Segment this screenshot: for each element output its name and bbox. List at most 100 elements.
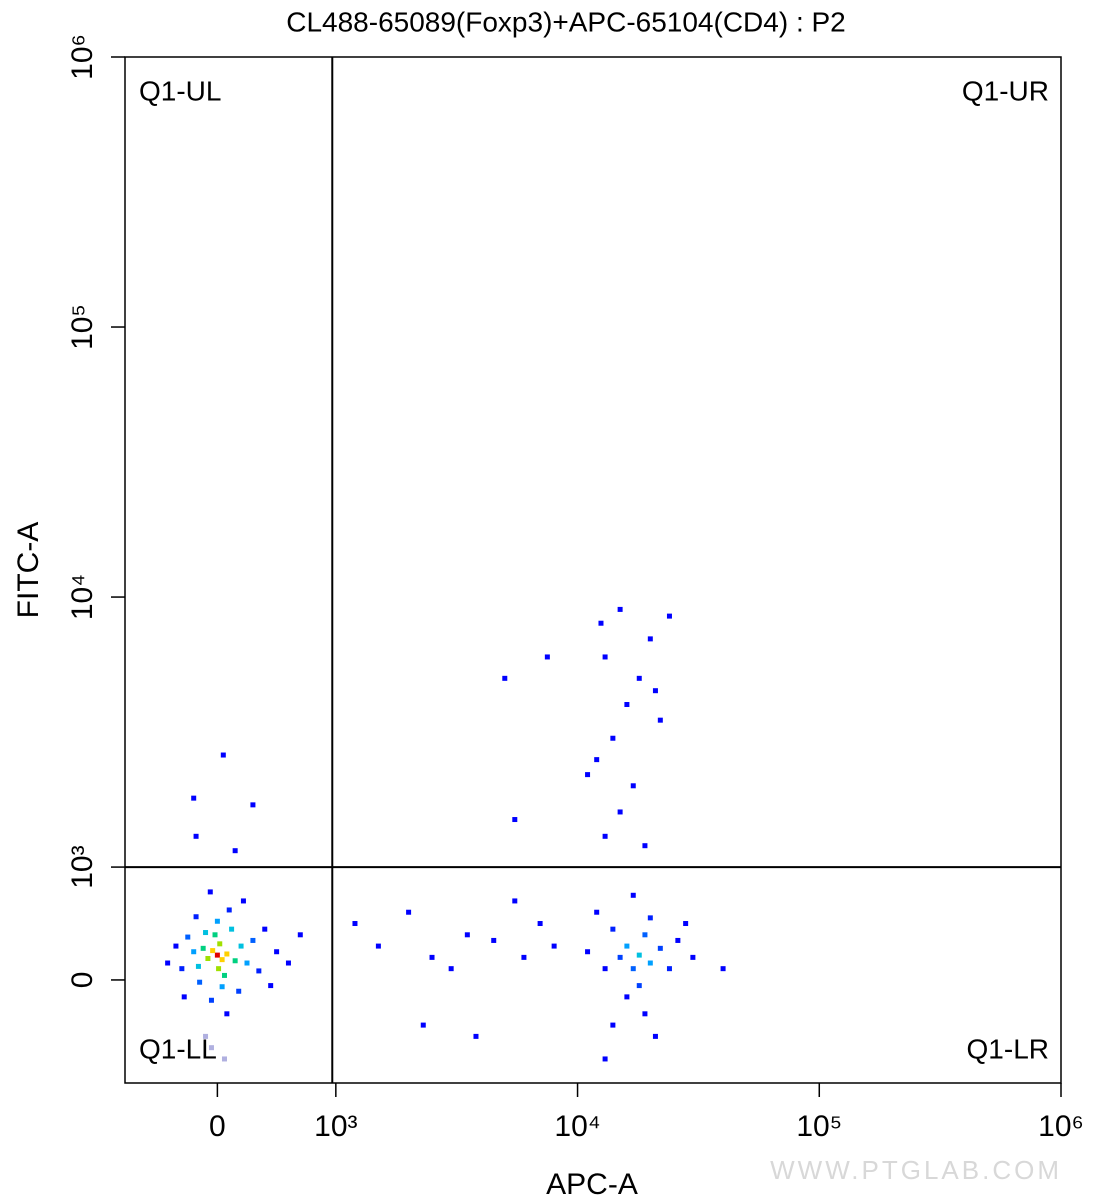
data-point xyxy=(502,675,508,681)
data-point xyxy=(207,889,213,895)
data-point xyxy=(226,907,232,913)
data-point xyxy=(636,675,642,681)
data-point xyxy=(244,960,250,966)
data-point xyxy=(491,937,497,943)
data-point xyxy=(617,606,623,612)
x-tick-label: 10⁶ xyxy=(1038,1110,1084,1143)
data-point xyxy=(657,717,663,723)
data-point xyxy=(594,757,600,763)
data-point xyxy=(212,932,218,938)
data-point xyxy=(666,966,672,972)
data-point xyxy=(406,909,412,915)
data-point xyxy=(208,997,214,1003)
x-tick-label: 0 xyxy=(209,1110,226,1143)
data-point xyxy=(630,966,636,972)
data-point xyxy=(610,926,616,932)
data-point xyxy=(214,918,220,924)
y-tick-label: 10⁵ xyxy=(66,304,99,350)
data-point xyxy=(521,954,527,960)
plot-frame xyxy=(124,56,1062,1084)
data-point xyxy=(675,937,681,943)
data-point xyxy=(352,921,358,927)
data-point xyxy=(236,988,242,994)
data-point xyxy=(636,952,642,958)
x-tick-label: 10⁴ xyxy=(554,1110,600,1143)
data-point xyxy=(197,979,203,985)
data-point xyxy=(585,949,591,955)
data-point xyxy=(666,613,672,619)
chart-title: CL488-65089(Foxp3)+APC-65104(CD4) : P2 xyxy=(286,6,846,37)
data-point xyxy=(602,1056,608,1062)
data-point xyxy=(191,795,197,801)
data-point xyxy=(185,934,191,940)
data-point xyxy=(375,943,381,949)
data-point xyxy=(200,945,206,951)
data-point xyxy=(191,949,197,955)
data-point xyxy=(602,833,608,839)
data-point xyxy=(551,943,557,949)
y-axis-label: FITC-A xyxy=(12,522,45,619)
data-point xyxy=(610,1022,616,1028)
x-tick-label: 10³ xyxy=(314,1110,357,1143)
data-point xyxy=(636,983,642,989)
data-point xyxy=(544,654,550,660)
data-point xyxy=(195,963,201,969)
data-point xyxy=(217,941,223,947)
data-point xyxy=(173,943,179,949)
quadrant-label: Q1-LR xyxy=(967,1033,1049,1064)
data-point xyxy=(652,1033,658,1039)
data-point xyxy=(585,772,591,778)
data-point xyxy=(624,994,630,1000)
data-point xyxy=(602,966,608,972)
data-point xyxy=(624,702,630,708)
data-point xyxy=(219,957,225,963)
data-point xyxy=(224,1011,230,1017)
quadrant-label: Q1-UL xyxy=(139,75,221,106)
watermark: WWW.PTGLAB.COM xyxy=(770,1155,1062,1185)
data-point xyxy=(193,914,199,920)
data-point xyxy=(165,960,171,966)
data-point xyxy=(594,909,600,915)
data-point xyxy=(647,960,653,966)
data-point xyxy=(250,802,256,808)
x-axis-label: APC-A xyxy=(546,1168,638,1201)
data-point xyxy=(181,994,187,1000)
data-point xyxy=(179,966,185,972)
data-point xyxy=(297,932,303,938)
data-point xyxy=(720,966,726,972)
data-point xyxy=(285,960,291,966)
data-point xyxy=(240,898,246,904)
data-point xyxy=(630,783,636,789)
data-point xyxy=(205,956,211,962)
data-point xyxy=(224,951,230,957)
data-point xyxy=(420,1022,426,1028)
quadrant-label: Q1-LL xyxy=(139,1033,217,1064)
data-point xyxy=(193,833,199,839)
data-point xyxy=(208,1045,214,1051)
data-point xyxy=(274,949,280,955)
data-point xyxy=(647,915,653,921)
quadrant-label: Q1-UR xyxy=(962,75,1049,106)
data-point xyxy=(256,968,262,974)
data-point xyxy=(464,932,470,938)
data-point xyxy=(203,1033,209,1039)
y-tick-label: 10⁶ xyxy=(66,34,99,80)
data-point xyxy=(617,954,623,960)
data-point xyxy=(221,1056,227,1062)
y-tick-label: 10⁴ xyxy=(66,574,99,620)
data-point xyxy=(429,954,435,960)
data-point xyxy=(232,848,238,854)
data-point xyxy=(203,930,209,936)
data-point xyxy=(642,843,648,849)
data-point xyxy=(448,966,454,972)
data-point xyxy=(238,943,244,949)
y-tick-label: 0 xyxy=(66,972,99,989)
data-point xyxy=(220,752,226,758)
data-point xyxy=(657,945,663,951)
data-point xyxy=(219,984,225,990)
data-point xyxy=(268,983,274,989)
data-point xyxy=(683,921,689,927)
data-point xyxy=(216,966,222,972)
